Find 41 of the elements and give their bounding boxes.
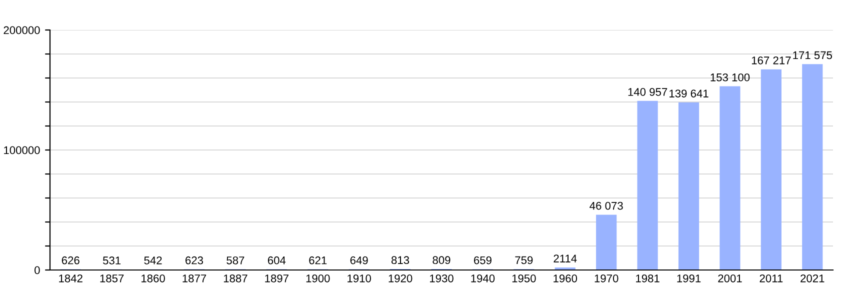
x-tick-label: 1860 — [142, 274, 165, 282]
data-label: 659 — [474, 256, 492, 264]
data-label: 759 — [515, 256, 533, 264]
x-tick-label: 1920 — [388, 274, 412, 282]
x-tick-label: 1887 — [224, 274, 248, 282]
x-tick-label: 1897 — [265, 274, 288, 282]
data-label: 2114 — [554, 254, 577, 262]
x-tick-label: 1950 — [512, 274, 536, 282]
data-label: 153 100 — [710, 73, 750, 82]
x-tick-label: 1842 — [59, 274, 82, 282]
y-tick-label: 200000 — [4, 26, 40, 34]
x-tick-label: 1991 — [677, 274, 701, 282]
x-tick-label: 2021 — [800, 274, 824, 282]
x-tick-label: 1900 — [306, 274, 330, 282]
x-tick-label: 2011 — [760, 274, 783, 282]
data-label: 604 — [268, 256, 286, 264]
x-tick-label: 1981 — [636, 274, 660, 282]
data-label: 649 — [350, 256, 368, 264]
x-tick-label: 1970 — [594, 274, 618, 282]
x-tick-label: 1910 — [348, 274, 372, 282]
data-label: 531 — [102, 256, 121, 264]
x-tick-label: 1857 — [100, 274, 124, 282]
data-label: 139 641 — [670, 90, 708, 98]
x-tick-label: 1940 — [471, 274, 495, 282]
x-tick-label: 2001 — [718, 274, 742, 282]
x-tick-label: 1930 — [430, 274, 454, 282]
x-tick-label: 1877 — [182, 274, 206, 282]
data-label: 621 — [309, 256, 327, 264]
data-label: 46 073 — [590, 202, 623, 210]
data-label: 542 — [144, 256, 162, 264]
y-tick-label: 0 — [34, 266, 40, 274]
data-label: 167 217 — [752, 56, 791, 64]
data-label: 623 — [186, 256, 204, 264]
x-tick-label: 1960 — [554, 274, 578, 282]
data-label: 171 575 — [793, 51, 832, 60]
data-label: 809 — [432, 256, 450, 264]
y-tick-label: 100000 — [4, 146, 40, 154]
data-label: 587 — [226, 256, 244, 264]
data-label: 626 — [62, 256, 80, 264]
data-label: 813 — [392, 256, 410, 264]
data-label: 140 957 — [628, 88, 668, 96]
